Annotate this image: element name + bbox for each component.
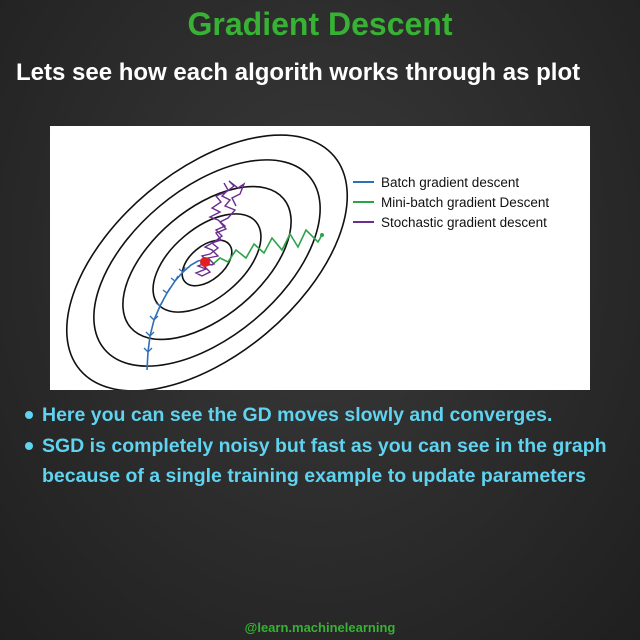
mini-batch-start [320, 233, 324, 237]
page-title: Gradient Descent [187, 6, 453, 42]
legend-label-batch: Batch gradient descent [381, 175, 519, 190]
batch-gd-markers [143, 266, 186, 353]
contour-ellipse-1 [181, 239, 233, 287]
bullet-dot [25, 411, 33, 419]
contour-ellipse-3 [122, 185, 292, 341]
contour-plot: Batch gradient descent Mini-batch gradie… [65, 134, 549, 390]
footer-handle: @learn.machinelearning [244, 620, 396, 635]
contour-ellipse-5 [65, 134, 349, 390]
bullet-item: SGD is completely noisy but fast as you … [22, 431, 622, 491]
bullet-text: Here you can see the GD moves slowly and… [42, 404, 553, 426]
sgd-path [194, 180, 246, 277]
mini-batch-gd-path [204, 228, 323, 266]
bullet-list: Here you can see the GD moves slowly and… [22, 400, 622, 492]
gradient-descent-figure: Batch gradient descent Mini-batch gradie… [50, 126, 590, 390]
minimum-point [200, 257, 210, 267]
legend-label-sgd: Stochastic gradient descent [381, 215, 547, 230]
contour-ellipse-4 [93, 159, 321, 367]
bullet-text: SGD is completely noisy but fast as you … [42, 435, 607, 487]
page-subtitle: Lets see how each algorith works through… [16, 59, 581, 86]
contour-lines [65, 134, 349, 390]
bullet-item: Here you can see the GD moves slowly and… [22, 400, 622, 430]
legend: Batch gradient descent Mini-batch gradie… [353, 175, 549, 230]
legend-label-mini-batch: Mini-batch gradient Descent [381, 195, 549, 210]
bullet-dot [25, 442, 33, 450]
